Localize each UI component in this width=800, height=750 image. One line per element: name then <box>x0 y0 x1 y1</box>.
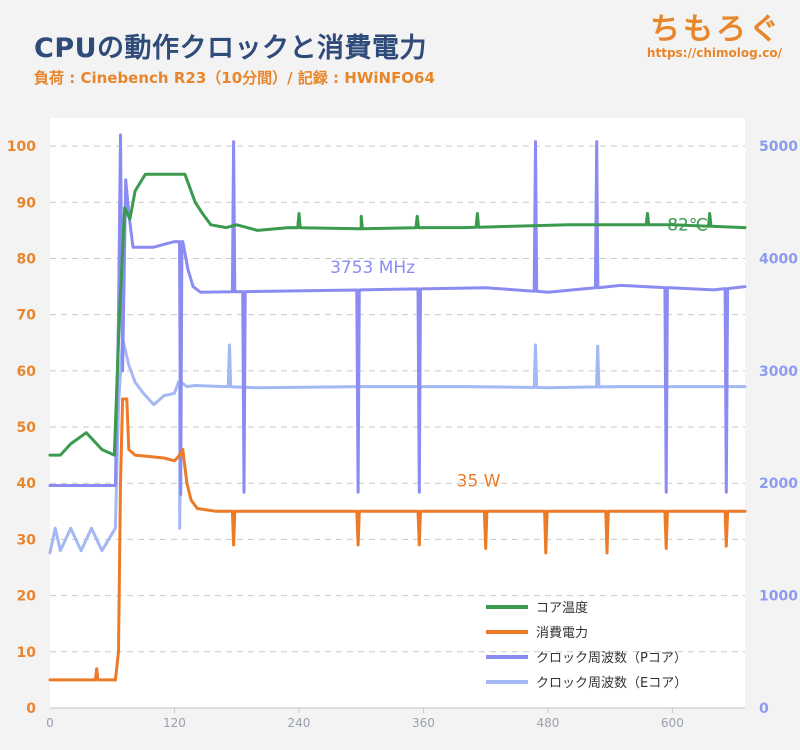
x-axis-tick: 600 <box>661 716 684 730</box>
left-axis-tick: 80 <box>17 251 37 267</box>
left-axis-tick: 40 <box>17 476 37 492</box>
series-line-pclock <box>48 133 747 496</box>
annotation-label: 82℃ <box>667 215 708 235</box>
x-axis-tick: 0 <box>46 716 54 730</box>
annotation-label: 3753 MHz <box>330 258 415 278</box>
series-line-temp <box>48 172 747 457</box>
right-axis-tick: 0 <box>759 701 769 717</box>
left-axis-tick: 90 <box>17 195 37 211</box>
left-axis-tick: 0 <box>26 701 36 717</box>
right-axis-tick: 4000 <box>759 251 798 267</box>
left-axis-tick: 60 <box>17 364 37 380</box>
right-axis-tick: 2000 <box>759 476 798 492</box>
brand-url: https://chimolog.co/ <box>646 46 782 60</box>
x-axis-tick: 480 <box>536 716 559 730</box>
series-line-power <box>48 397 747 682</box>
chart-title: CPUの動作クロックと消費電力 <box>34 33 428 64</box>
legend-label: クロック周波数（Pコア） <box>536 651 687 666</box>
left-axis-tick: 10 <box>17 645 37 661</box>
left-axis-tick: 50 <box>17 420 37 436</box>
left-axis-tick: 30 <box>17 532 37 548</box>
left-axis-tick: 20 <box>17 589 37 605</box>
annotation-label: 35 W <box>457 472 501 492</box>
x-axis-tick: 120 <box>163 716 186 730</box>
chart-subtitle: 負荷 : Cinebench R23（10分間）/ 記録 : HWiNFO64 <box>34 69 435 87</box>
x-axis-tick: 240 <box>288 716 311 730</box>
legend-label: クロック周波数（Eコア） <box>536 676 687 691</box>
x-axis-tick: 360 <box>412 716 435 730</box>
legend-label: 消費電力 <box>536 626 588 641</box>
right-axis-tick: 1000 <box>759 589 798 605</box>
left-axis-tick: 100 <box>7 139 36 155</box>
legend-label: コア温度 <box>536 600 588 616</box>
right-axis-tick: 3000 <box>759 364 798 380</box>
brand-block: ちもろぐ https://chimolog.co/ <box>647 4 782 60</box>
left-axis-tick: 70 <box>17 308 37 324</box>
brand-logo: ちもろぐ <box>650 12 782 47</box>
right-axis-tick: 5000 <box>759 139 798 155</box>
plot-area <box>50 118 745 708</box>
